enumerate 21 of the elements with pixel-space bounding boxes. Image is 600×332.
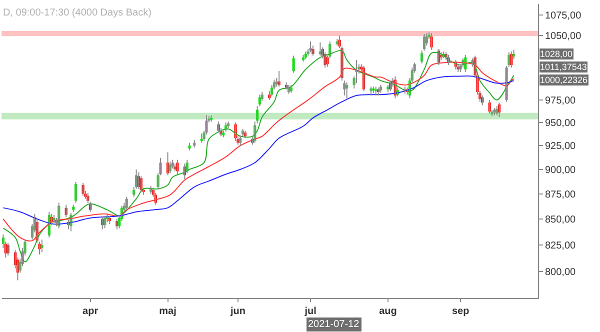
x-tick-label: aug	[379, 306, 397, 317]
y-tick-label: 1075,00	[545, 10, 582, 22]
text: 2021-07-12	[308, 319, 360, 330]
chart-title: D, 09:00-17:30 (4000 Days Back)	[3, 7, 152, 18]
x-tick-label: maj	[159, 306, 177, 317]
x-tick-label: apr	[82, 306, 98, 317]
text: 1011,37543	[540, 62, 587, 72]
text: 1028,00	[540, 49, 573, 59]
y-tick-label: 825,00	[545, 240, 576, 252]
y-tick-label: 850,00	[545, 214, 576, 226]
x-tick-label: jul	[304, 306, 317, 317]
y-tick-label: 925,00	[545, 141, 576, 152]
x-tick-label: jun	[229, 306, 246, 317]
x-tick-label: sep	[452, 306, 470, 317]
y-tick-label: 900,00	[545, 164, 576, 176]
text: 1000,22326	[540, 75, 588, 85]
y-tick-label: 1050,00	[545, 31, 582, 42]
y-tick-label: 950,00	[545, 118, 576, 129]
y-tick-label: 800,00	[545, 267, 576, 278]
y-tick-label: 975,00	[545, 95, 576, 106]
y-tick-label: 875,00	[545, 189, 576, 200]
